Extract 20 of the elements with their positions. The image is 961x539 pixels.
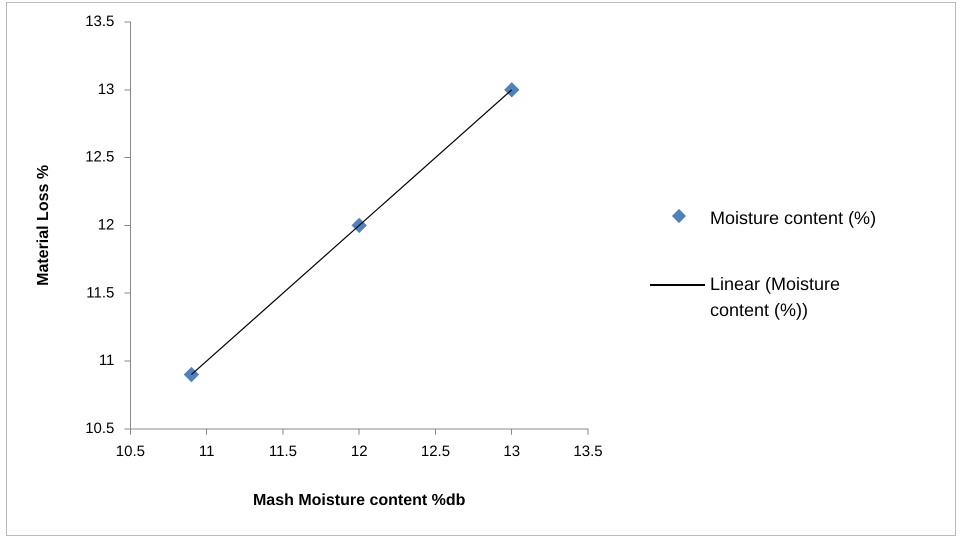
y-axis-title: Material Loss % — [35, 164, 52, 286]
y-tick-label: 13.5 — [85, 13, 114, 30]
y-tick-label: 13 — [98, 80, 114, 98]
x-tick-label: 12.5 — [420, 442, 450, 460]
y-tick-label: 11 — [98, 352, 114, 370]
x-tick-label: 12 — [350, 442, 368, 460]
y-tick-label: 10.5 — [85, 420, 114, 437]
x-tick-label: 11 — [198, 442, 214, 460]
x-tick-label: 10.5 — [116, 442, 145, 460]
x-tick-label: 13 — [503, 442, 520, 460]
legend-label: Moisture content (%) — [710, 207, 878, 230]
point — [504, 82, 520, 98]
y-tick-label: 11.5 — [86, 284, 114, 302]
point — [184, 367, 199, 382]
legend-label: Linear (Moisture content (%)) — [710, 273, 842, 322]
y-tick-label: 12 — [98, 216, 114, 234]
x-tick-label: 13.5 — [573, 442, 603, 460]
x-axis-title: Mash Moisture content %db — [252, 492, 466, 509]
x-tick-label: 11.5 — [268, 442, 297, 460]
y-tick-label: 12.5 — [85, 148, 114, 166]
